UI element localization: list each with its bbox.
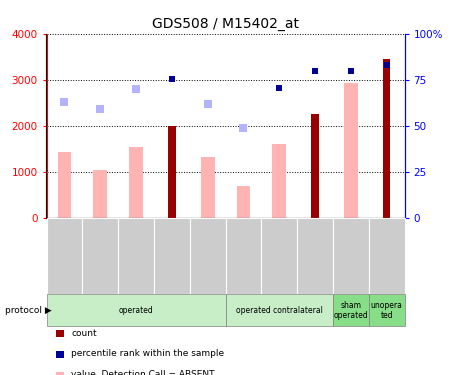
Text: unopera
ted: unopera ted xyxy=(371,301,403,320)
Bar xyxy=(58,152,71,217)
Text: operated: operated xyxy=(119,306,153,315)
Text: protocol ▶: protocol ▶ xyxy=(5,306,52,315)
Text: sham
operated: sham operated xyxy=(333,301,368,320)
Bar xyxy=(383,59,391,217)
Bar xyxy=(272,144,286,218)
Bar xyxy=(344,83,358,218)
Bar xyxy=(168,126,176,218)
Text: operated contralateral: operated contralateral xyxy=(236,306,323,315)
Bar xyxy=(237,186,250,218)
Title: GDS508 / M15402_at: GDS508 / M15402_at xyxy=(152,17,299,32)
Bar xyxy=(129,147,143,218)
Text: value, Detection Call = ABSENT: value, Detection Call = ABSENT xyxy=(71,370,215,375)
Text: count: count xyxy=(71,328,97,338)
Bar xyxy=(93,170,107,217)
Bar xyxy=(201,158,214,218)
Bar xyxy=(311,114,319,218)
Text: percentile rank within the sample: percentile rank within the sample xyxy=(71,349,224,358)
